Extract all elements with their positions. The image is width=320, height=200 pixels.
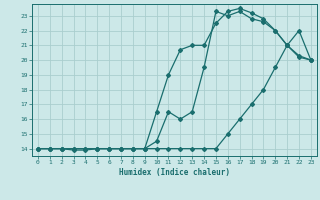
X-axis label: Humidex (Indice chaleur): Humidex (Indice chaleur) [119,168,230,177]
